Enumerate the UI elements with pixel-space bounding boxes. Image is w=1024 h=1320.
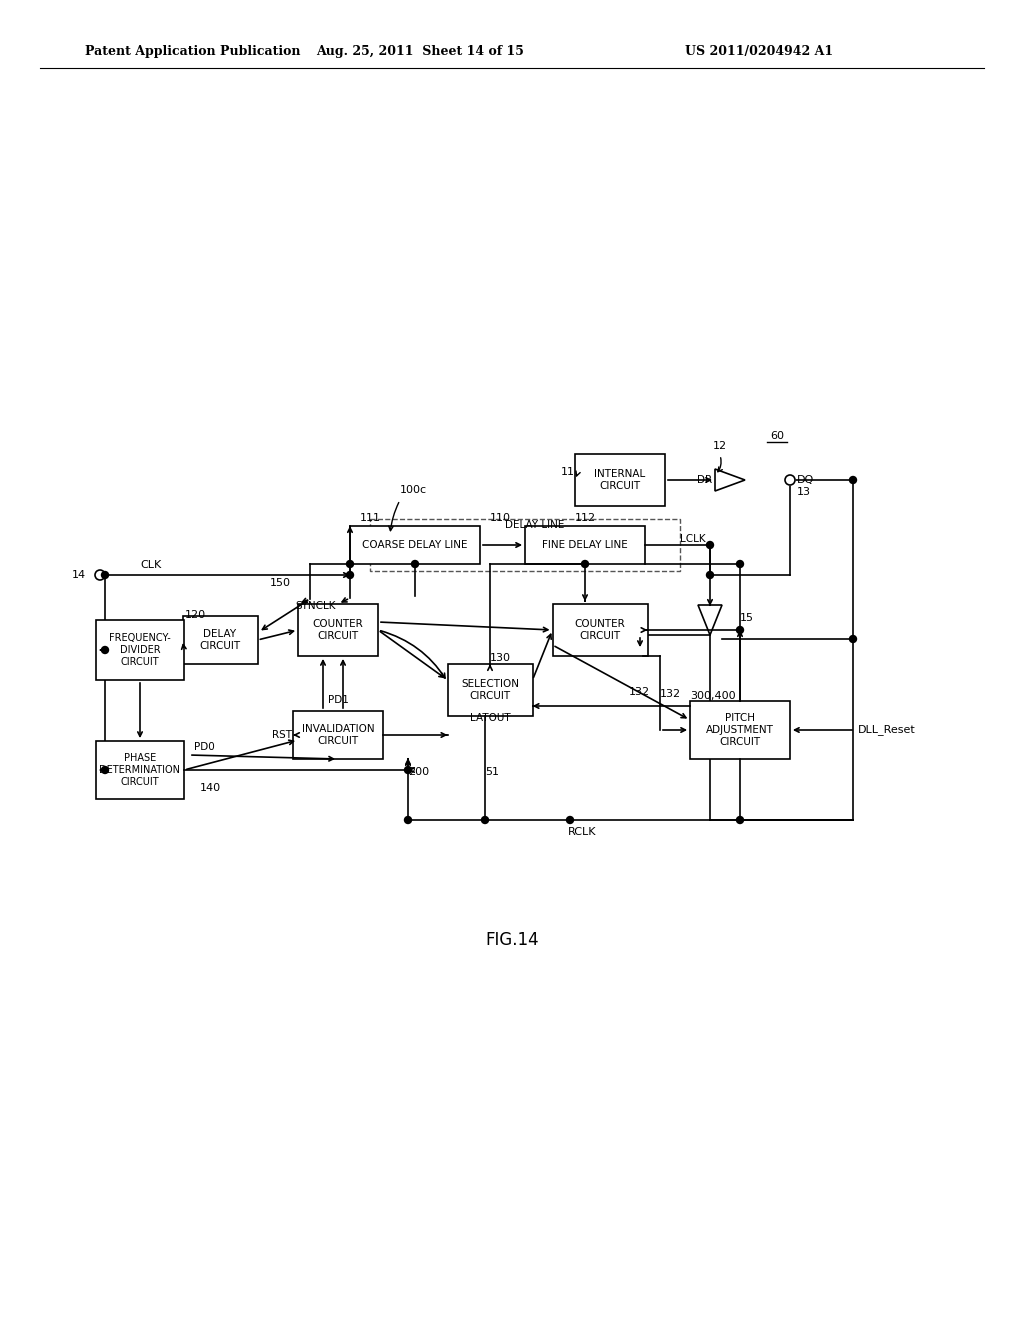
- Text: CLK: CLK: [140, 560, 161, 570]
- Circle shape: [404, 817, 412, 824]
- Bar: [553, 605, 647, 656]
- Bar: [96, 741, 184, 799]
- Text: 60: 60: [770, 432, 784, 441]
- Text: INTERNAL
CIRCUIT: INTERNAL CIRCUIT: [594, 469, 645, 491]
- Circle shape: [101, 572, 109, 578]
- Bar: [350, 525, 480, 564]
- Text: Patent Application Publication: Patent Application Publication: [85, 45, 300, 58]
- Bar: [182, 616, 257, 664]
- Circle shape: [850, 477, 856, 483]
- Circle shape: [736, 627, 743, 634]
- Text: 11: 11: [561, 467, 575, 477]
- Circle shape: [736, 561, 743, 568]
- Circle shape: [101, 767, 109, 774]
- Circle shape: [346, 572, 353, 578]
- Text: RCLK: RCLK: [568, 828, 597, 837]
- Text: 12: 12: [713, 441, 727, 451]
- Circle shape: [785, 475, 795, 484]
- Text: DELAY LINE: DELAY LINE: [505, 520, 564, 531]
- Text: PD0: PD0: [194, 742, 215, 752]
- Circle shape: [566, 817, 573, 824]
- Text: 112: 112: [575, 513, 596, 523]
- Bar: [293, 711, 383, 759]
- Circle shape: [95, 570, 105, 579]
- Bar: [447, 664, 532, 715]
- Text: DELAY
CIRCUIT: DELAY CIRCUIT: [200, 630, 241, 651]
- Text: SELECTION
CIRCUIT: SELECTION CIRCUIT: [461, 680, 519, 701]
- Text: FREQUENCY-
DIVIDER
CIRCUIT: FREQUENCY- DIVIDER CIRCUIT: [110, 634, 171, 667]
- Text: 13: 13: [797, 487, 811, 498]
- Circle shape: [736, 817, 743, 824]
- Text: PITCH
ADJUSTMENT
CIRCUIT: PITCH ADJUSTMENT CIRCUIT: [707, 713, 774, 747]
- Polygon shape: [698, 605, 722, 635]
- Text: 150: 150: [270, 578, 291, 587]
- Text: COUNTER
CIRCUIT: COUNTER CIRCUIT: [574, 619, 626, 640]
- Text: PD1: PD1: [328, 696, 348, 705]
- Text: FINE DELAY LINE: FINE DELAY LINE: [542, 540, 628, 550]
- Text: 100c: 100c: [400, 484, 427, 495]
- Bar: [525, 525, 645, 564]
- Text: COARSE DELAY LINE: COARSE DELAY LINE: [362, 540, 468, 550]
- Text: 130: 130: [490, 653, 511, 663]
- Text: 140: 140: [200, 783, 221, 793]
- Circle shape: [707, 572, 714, 578]
- Text: Aug. 25, 2011  Sheet 14 of 15: Aug. 25, 2011 Sheet 14 of 15: [316, 45, 524, 58]
- Text: 51: 51: [485, 767, 499, 777]
- Bar: [96, 620, 184, 680]
- Bar: [370, 519, 680, 572]
- Text: INVALIDATION
CIRCUIT: INVALIDATION CIRCUIT: [302, 725, 375, 746]
- Circle shape: [346, 561, 353, 568]
- Text: 132: 132: [629, 686, 650, 697]
- Text: 15: 15: [740, 612, 754, 623]
- Bar: [298, 605, 378, 656]
- Text: DLL_Reset: DLL_Reset: [858, 725, 915, 735]
- Text: PHASE
DETERMINATION
CIRCUIT: PHASE DETERMINATION CIRCUIT: [99, 754, 180, 787]
- Polygon shape: [715, 469, 745, 491]
- Circle shape: [412, 561, 419, 568]
- Circle shape: [101, 647, 109, 653]
- Circle shape: [850, 635, 856, 643]
- Circle shape: [582, 561, 589, 568]
- Text: RST: RST: [272, 730, 292, 741]
- Text: US 2011/0204942 A1: US 2011/0204942 A1: [685, 45, 834, 58]
- Text: DR: DR: [697, 475, 713, 484]
- Bar: [575, 454, 665, 506]
- Circle shape: [707, 541, 714, 549]
- Text: 14: 14: [72, 570, 86, 579]
- Text: 300,400: 300,400: [690, 690, 735, 701]
- Text: 200: 200: [408, 767, 429, 777]
- Circle shape: [481, 817, 488, 824]
- Text: COUNTER
CIRCUIT: COUNTER CIRCUIT: [312, 619, 364, 640]
- Text: 110: 110: [490, 513, 511, 523]
- Text: 111: 111: [360, 513, 381, 523]
- Text: 120: 120: [185, 610, 206, 620]
- Text: LATOUT: LATOUT: [470, 713, 510, 723]
- Text: LCLK: LCLK: [680, 535, 706, 544]
- Text: SYNCLK: SYNCLK: [295, 601, 336, 611]
- Text: DQ: DQ: [797, 475, 814, 484]
- Text: 132: 132: [660, 689, 681, 700]
- Text: FIG.14: FIG.14: [485, 931, 539, 949]
- Bar: [690, 701, 790, 759]
- Circle shape: [404, 767, 412, 774]
